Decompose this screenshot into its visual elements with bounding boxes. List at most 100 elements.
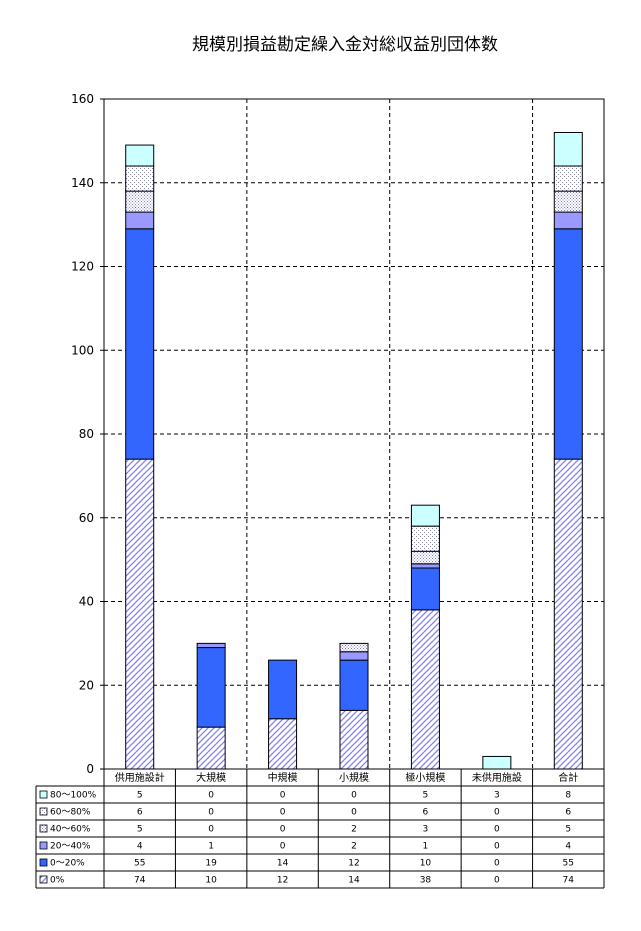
table-cell: 0 — [351, 791, 357, 801]
bar-segment — [553, 132, 583, 167]
table-cell: 55 — [134, 859, 145, 869]
legend-label: 40～60% — [50, 825, 91, 835]
y-tick-label: 0 — [86, 762, 94, 776]
table-cell: 1 — [208, 842, 214, 852]
category-label: 小規模 — [339, 772, 369, 784]
y-tick-label: 20 — [79, 678, 94, 692]
bar-segment — [196, 726, 226, 770]
table-cell: 74 — [134, 876, 146, 886]
bar-segment — [553, 211, 583, 230]
table-cell: 1 — [423, 842, 429, 852]
bar-segment — [339, 642, 369, 653]
table-cell: 5 — [423, 791, 429, 801]
legend-swatch — [39, 875, 48, 884]
bar-segment — [553, 458, 583, 770]
bar-segment — [339, 709, 369, 770]
legend-swatch — [39, 858, 48, 867]
bar-segment — [125, 165, 155, 192]
bar-segment — [268, 659, 298, 720]
y-tick-label: 100 — [71, 343, 94, 357]
category-label: 供用施設計 — [115, 771, 165, 784]
table-cell: 0 — [494, 876, 500, 886]
table-cell: 19 — [205, 859, 217, 869]
bars — [125, 132, 583, 770]
bar-segment — [125, 458, 155, 770]
table-cell: 3 — [423, 825, 429, 835]
bar-segment — [196, 642, 226, 649]
bar-segment — [410, 525, 440, 552]
legend-label: 60～80% — [50, 808, 91, 818]
table-cell: 0 — [494, 808, 500, 818]
bar-segment — [339, 651, 369, 661]
table-cell: 6 — [137, 808, 143, 818]
y-tick-label: 120 — [71, 260, 94, 274]
table-cell: 10 — [205, 876, 217, 886]
table-cell: 8 — [565, 791, 571, 801]
table-cell: 38 — [420, 876, 432, 886]
table-cell: 12 — [277, 876, 288, 886]
y-tick-label: 160 — [71, 92, 94, 106]
y-tick-label: 60 — [79, 511, 94, 525]
bar-segment — [125, 211, 155, 230]
bar-segment — [125, 144, 155, 167]
category-label: 中規模 — [268, 771, 298, 784]
bar-segment — [553, 228, 583, 460]
table-cell: 4 — [565, 842, 571, 852]
table-cell: 0 — [280, 842, 286, 852]
category-label: 合計 — [558, 771, 578, 784]
grid-lines — [104, 99, 604, 769]
table-cell: 0 — [208, 791, 214, 801]
bar-segment — [553, 190, 583, 213]
table-cell: 0 — [280, 825, 286, 835]
y-tick-label: 80 — [79, 427, 94, 441]
table-cell: 4 — [137, 842, 143, 852]
bar-segment — [268, 718, 298, 770]
table-cell: 74 — [563, 876, 575, 886]
table-cell: 5 — [137, 825, 143, 835]
table-cell: 5 — [565, 825, 571, 835]
y-tick-label: 40 — [79, 595, 94, 609]
table-cell: 2 — [351, 825, 357, 835]
category-label: 未供用施設 — [472, 771, 522, 784]
legend-label: 0～20% — [50, 859, 85, 869]
table-cell: 0 — [280, 791, 286, 801]
table-cell: 0 — [494, 859, 500, 869]
bar-segment — [482, 755, 512, 770]
bar-segment — [553, 165, 583, 192]
table-cell: 0 — [494, 825, 500, 835]
legend-swatch — [39, 807, 48, 816]
table-cell: 6 — [565, 808, 571, 818]
table-cell: 12 — [348, 859, 359, 869]
legend-swatch — [39, 824, 48, 833]
bar-segment — [125, 190, 155, 213]
table-cell: 5 — [137, 791, 143, 801]
table-cell: 6 — [423, 808, 429, 818]
bar-segment — [410, 550, 440, 565]
legend-label: 0% — [50, 876, 65, 886]
table-cell: 3 — [494, 791, 500, 801]
legend-swatch — [39, 841, 48, 850]
bar-segment — [410, 567, 440, 611]
table-cell: 0 — [494, 842, 500, 852]
bar-segment — [410, 609, 440, 770]
legend-label: 20～40% — [50, 842, 91, 852]
legend-label: 80～100% — [50, 791, 97, 801]
table-cell: 2 — [351, 842, 357, 852]
y-axis: 0 20 40 60 80 100 120 140 160 — [71, 92, 104, 776]
category-label: 極小規模 — [405, 771, 445, 784]
chart-title: 規模別損益勘定繰入金対総収益別団体数 — [192, 35, 498, 55]
bar-segment — [410, 504, 440, 527]
table-cell: 10 — [420, 859, 432, 869]
y-tick-label: 140 — [71, 176, 94, 190]
bar-segment — [196, 647, 226, 728]
bar-segment — [339, 659, 369, 711]
table-cell: 14 — [277, 859, 289, 869]
bar-segment — [125, 228, 155, 460]
bar-segment — [410, 563, 440, 569]
table-cell: 0 — [280, 808, 286, 818]
legend-swatch — [39, 790, 48, 799]
table-cell: 0 — [351, 808, 357, 818]
table-cell: 55 — [563, 859, 574, 869]
